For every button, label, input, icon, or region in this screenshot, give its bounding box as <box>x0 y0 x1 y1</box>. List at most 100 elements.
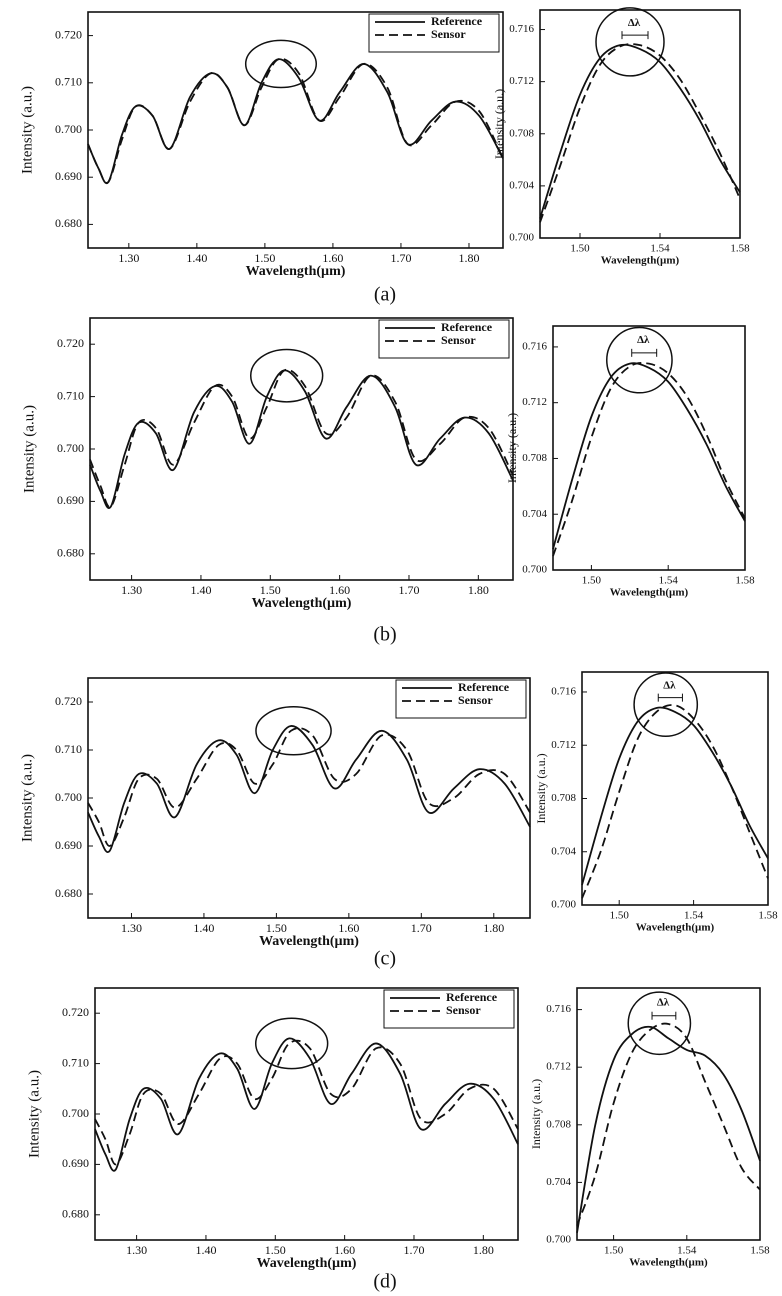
series-line <box>87 57 504 184</box>
legend-label: Sensor <box>446 1003 481 1017</box>
chart: 0.700 0.704 0.708 0.712 0.716 1.50 1.54 1.58 Wav… <box>505 325 755 599</box>
highlight-ellipse <box>255 706 332 756</box>
highlight-circle <box>595 7 665 77</box>
y-tick-label: 0.720 <box>55 27 82 41</box>
chart: 0.680 0.690 0.700 0.710 0.720 1.30 1.40 1.50 1.6… <box>19 11 504 279</box>
y-tick-label: 0.690 <box>55 838 82 852</box>
y-tick-label: 0.700 <box>509 232 534 244</box>
x-tick-label: 1.60 <box>322 251 343 265</box>
highlight-ellipse <box>254 1017 329 1070</box>
y-tick-label: 0.680 <box>55 216 82 230</box>
series-line <box>89 368 514 508</box>
highlight-circle <box>627 991 692 1056</box>
legend-label: Reference <box>431 14 483 28</box>
series-line <box>581 706 769 886</box>
y-tick-label: 0.708 <box>546 1118 571 1130</box>
y-tick-label: 0.700 <box>57 441 84 455</box>
y-axis-label: Intensity (a.u.) <box>19 86 35 174</box>
x-tick-label: 1.40 <box>195 1243 216 1257</box>
legend-label: Reference <box>441 320 493 334</box>
chart: 0.700 0.704 0.708 0.712 0.716 1.50 1.54 1.58 Wav… <box>492 7 750 267</box>
x-tick-label: 1.54 <box>677 1245 697 1257</box>
chart: 0.680 0.690 0.700 0.710 0.720 1.30 1.40 1.50 1.6… <box>21 317 514 611</box>
chart: 0.700 0.704 0.708 0.712 0.716 1.50 1.54 1.58 Wav… <box>534 671 778 934</box>
y-axis-label: Intensity (a.u.) <box>505 413 519 483</box>
x-tick-label: 1.80 <box>483 921 504 935</box>
y-axis-label: Intensity (a.u.) <box>21 405 37 493</box>
x-tick-label: 1.80 <box>458 251 479 265</box>
x-tick-label: 1.80 <box>473 1243 494 1257</box>
highlight-ellipse <box>249 348 324 403</box>
x-tick-label: 1.50 <box>260 583 281 597</box>
x-tick-label: 1.30 <box>126 1243 147 1257</box>
chart: 0.700 0.704 0.708 0.712 0.716 1.50 1.54 1.58 Wav… <box>529 987 770 1269</box>
y-tick-label: 0.700 <box>55 790 82 804</box>
x-axis-label: Wavelength(µm) <box>252 596 352 611</box>
y-tick-label: 0.710 <box>55 75 82 89</box>
series-line <box>552 362 746 557</box>
delta-label: Δλ <box>657 997 670 1009</box>
plot-frame <box>552 325 746 571</box>
y-tick-label: 0.716 <box>522 340 547 352</box>
legend-box <box>395 679 527 719</box>
x-tick-label: 1.58 <box>750 1245 770 1257</box>
x-tick-label: 1.50 <box>265 1243 286 1257</box>
delta-label: Δλ <box>637 334 650 346</box>
highlight-circle <box>633 672 699 737</box>
y-tick-label: 0.704 <box>522 508 547 520</box>
series-line <box>87 727 531 847</box>
x-tick-label: 1.60 <box>338 921 359 935</box>
y-tick-label: 0.716 <box>551 686 576 698</box>
panel-label: (d) <box>373 1271 396 1293</box>
y-tick-label: 0.710 <box>57 388 84 402</box>
series-line <box>87 725 531 853</box>
y-tick-label: 0.716 <box>546 1003 571 1015</box>
y-tick-label: 0.700 <box>55 122 82 136</box>
y-tick-label: 0.700 <box>551 899 576 911</box>
x-tick-label: 1.50 <box>254 251 275 265</box>
chart: 0.680 0.690 0.700 0.710 0.720 1.30 1.40 1.50 1.6… <box>19 677 531 949</box>
y-axis-label: Intensity (a.u.) <box>19 754 35 842</box>
legend-label: Reference <box>458 680 510 694</box>
x-axis-label: Wavelength(µm) <box>601 255 680 267</box>
y-tick-label: 0.720 <box>55 694 82 708</box>
legend-box <box>378 319 510 359</box>
x-tick-label: 1.60 <box>334 1243 355 1257</box>
legend-label: Sensor <box>431 27 466 41</box>
x-tick-label: 1.30 <box>121 921 142 935</box>
panel-label: (b) <box>373 624 396 646</box>
x-axis-label: Wavelength(µm) <box>257 1256 357 1271</box>
x-tick-label: 1.40 <box>186 251 207 265</box>
legend-label: Reference <box>446 990 498 1004</box>
y-axis-label: Intensity (a.u.) <box>492 89 506 159</box>
series-line <box>581 704 769 899</box>
x-tick-label: 1.58 <box>730 243 750 255</box>
series-line <box>576 1025 761 1233</box>
x-axis-label: Wavelength(µm) <box>246 264 346 279</box>
x-axis-label: Wavelength(µm) <box>629 1257 708 1269</box>
y-axis-label: Intensity (a.u.) <box>26 1070 42 1158</box>
y-tick-label: 0.690 <box>62 1156 89 1170</box>
series-line <box>94 1039 519 1166</box>
y-tick-label: 0.690 <box>55 169 82 183</box>
x-tick-label: 1.50 <box>604 1245 624 1257</box>
series-line <box>539 43 741 223</box>
legend-label: Sensor <box>458 693 493 707</box>
x-tick-label: 1.60 <box>329 583 350 597</box>
x-tick-label: 1.54 <box>659 575 679 587</box>
x-tick-label: 1.54 <box>650 243 670 255</box>
y-tick-label: 0.712 <box>551 739 576 751</box>
y-tick-label: 0.680 <box>55 886 82 900</box>
series-line <box>87 58 504 185</box>
series-line <box>539 43 741 219</box>
y-tick-label: 0.704 <box>509 179 534 191</box>
y-axis-label: Intensity (a.u.) <box>529 1079 543 1149</box>
plot-frame <box>576 987 761 1241</box>
y-tick-label: 0.716 <box>509 23 534 35</box>
x-tick-label: 1.70 <box>398 583 419 597</box>
x-tick-label: 1.40 <box>193 921 214 935</box>
legend-box <box>383 989 515 1029</box>
x-tick-label: 1.50 <box>582 575 602 587</box>
